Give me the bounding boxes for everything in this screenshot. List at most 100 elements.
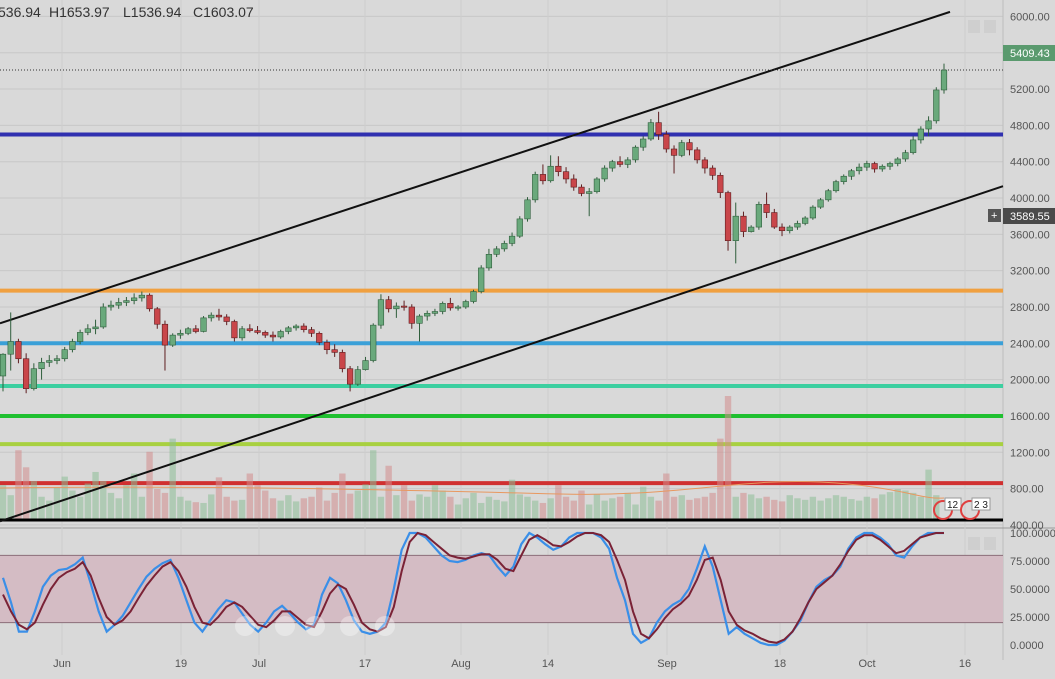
trend-channel-lower[interactable]	[0, 185, 1004, 523]
candle-body[interactable]	[578, 186, 585, 194]
candle-body[interactable]	[30, 368, 37, 389]
trend-channel-upper[interactable]	[0, 10, 951, 325]
candle-body[interactable]	[933, 89, 940, 122]
candle-body[interactable]	[917, 128, 924, 141]
scroll-right-icon[interactable]	[375, 616, 395, 636]
candle-body[interactable]	[416, 315, 423, 324]
candle-body[interactable]	[154, 308, 161, 325]
candle-body[interactable]	[115, 302, 122, 306]
candle-body[interactable]	[886, 163, 894, 167]
reset-icon[interactable]	[305, 616, 325, 636]
candle-body[interactable]	[69, 341, 76, 350]
candle-body[interactable]	[370, 324, 377, 361]
candle-body[interactable]	[863, 163, 870, 168]
candle-body[interactable]	[709, 167, 716, 176]
candle-body[interactable]	[15, 341, 22, 360]
candle-body[interactable]	[601, 167, 608, 180]
candle-body[interactable]	[331, 349, 338, 353]
candle-body[interactable]	[763, 204, 770, 213]
candle-body[interactable]	[802, 217, 809, 224]
candle-body[interactable]	[663, 134, 670, 150]
pane-maximize-icon[interactable]	[968, 20, 980, 33]
candle-body[interactable]	[146, 294, 153, 310]
candle-body[interactable]	[817, 199, 824, 208]
candle-body[interactable]	[786, 226, 793, 232]
candle-body[interactable]	[624, 159, 631, 165]
candle-body[interactable]	[84, 328, 91, 333]
candle-body[interactable]	[586, 191, 593, 194]
osc-pane-maximize-icon[interactable]	[968, 537, 980, 550]
navigation-toolbar[interactable]	[235, 616, 395, 636]
candle-body[interactable]	[239, 328, 246, 339]
zoom-out-icon[interactable]	[235, 616, 255, 636]
candle-body[interactable]	[393, 305, 400, 310]
candle-body[interactable]	[385, 299, 392, 310]
osc-pane-close-icon[interactable]	[984, 537, 996, 550]
candle-body[interactable]	[424, 313, 431, 317]
candle-body[interactable]	[501, 243, 508, 250]
candle-body[interactable]	[200, 317, 207, 332]
candle-body[interactable]	[856, 166, 863, 172]
candle-body[interactable]	[0, 353, 7, 377]
candle-body[interactable]	[555, 165, 562, 172]
candle-body[interactable]	[107, 304, 115, 308]
candle-body[interactable]	[655, 122, 662, 135]
pane-close-icon[interactable]	[984, 20, 996, 33]
candle-body[interactable]	[292, 325, 300, 329]
candle-body[interactable]	[77, 332, 84, 342]
candle-body[interactable]	[100, 306, 107, 328]
candle-body[interactable]	[38, 362, 45, 370]
candle-body[interactable]	[516, 218, 523, 237]
candle-body[interactable]	[670, 148, 678, 156]
candle-body[interactable]	[755, 204, 762, 228]
candle-body[interactable]	[215, 314, 223, 318]
candle-body[interactable]	[771, 212, 778, 228]
candle-body[interactable]	[123, 300, 130, 303]
candle-body[interactable]	[478, 267, 485, 292]
candle-body[interactable]	[23, 358, 30, 389]
candle-body[interactable]	[254, 330, 261, 333]
candle-body[interactable]	[323, 342, 331, 350]
candle-body[interactable]	[300, 325, 307, 330]
candle-body[interactable]	[246, 328, 253, 331]
candle-body[interactable]	[400, 305, 408, 308]
candle-body[interactable]	[493, 248, 500, 255]
candle-body[interactable]	[277, 331, 284, 338]
candle-body[interactable]	[840, 175, 847, 182]
candle-body[interactable]	[732, 215, 739, 241]
candle-body[interactable]	[92, 326, 99, 330]
candle-body[interactable]	[539, 174, 547, 182]
candle-body[interactable]	[717, 175, 724, 193]
scroll-left-icon[interactable]	[275, 616, 295, 636]
candle-body[interactable]	[701, 159, 708, 169]
candle-body[interactable]	[724, 192, 732, 241]
candle-body[interactable]	[647, 122, 655, 140]
candle-body[interactable]	[53, 358, 61, 361]
candle-body[interactable]	[131, 297, 138, 301]
candle-body[interactable]	[308, 329, 315, 334]
candle-body[interactable]	[902, 152, 909, 160]
candle-body[interactable]	[231, 321, 238, 339]
candle-body[interactable]	[354, 369, 361, 385]
trend-channel[interactable]	[0, 10, 1004, 523]
candle-body[interactable]	[177, 333, 184, 336]
candle-body[interactable]	[185, 328, 192, 334]
candle-body[interactable]	[694, 149, 701, 161]
candle-body[interactable]	[593, 178, 601, 192]
candle-body[interactable]	[848, 170, 855, 177]
candle-body[interactable]	[377, 299, 385, 326]
candle-body[interactable]	[61, 349, 68, 360]
candle-body[interactable]	[316, 333, 323, 343]
candle-body[interactable]	[616, 161, 624, 165]
candle-body[interactable]	[431, 311, 439, 314]
candle-body[interactable]	[408, 306, 415, 324]
candle-body[interactable]	[940, 69, 948, 91]
candle-body[interactable]	[439, 303, 446, 312]
candle-body[interactable]	[339, 352, 346, 370]
candle-body[interactable]	[562, 171, 570, 180]
candle-body[interactable]	[454, 306, 462, 309]
candle-body[interactable]	[570, 178, 577, 188]
candle-body[interactable]	[285, 327, 292, 332]
